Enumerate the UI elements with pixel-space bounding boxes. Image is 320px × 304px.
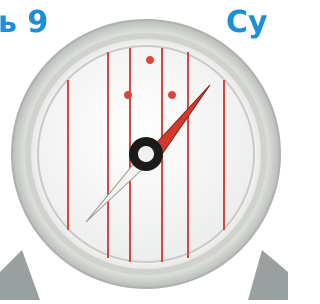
dot-left	[124, 91, 132, 99]
base-plate-right	[248, 250, 288, 300]
dot-right	[168, 91, 176, 99]
pivot-cap	[138, 146, 154, 162]
north-dot	[146, 56, 154, 64]
compass	[0, 20, 288, 300]
base-plate-left	[0, 250, 40, 300]
scene: ь 9 Су	[0, 0, 288, 300]
caption-right: Су	[226, 5, 268, 40]
caption-left: ь 9	[0, 5, 48, 40]
